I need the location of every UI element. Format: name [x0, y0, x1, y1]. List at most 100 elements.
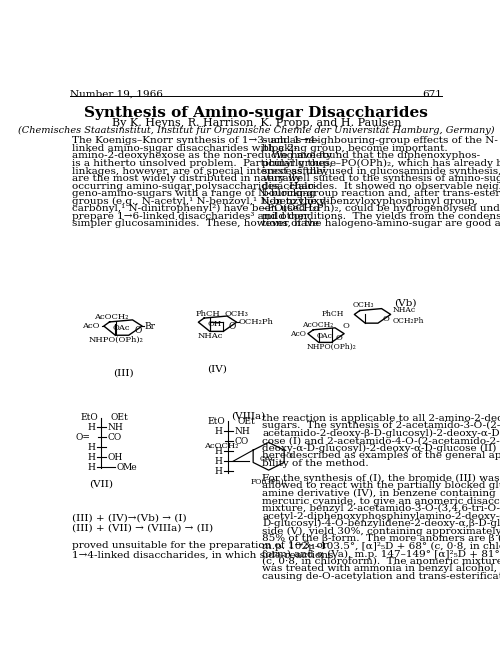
Text: EtO: EtO [208, 417, 225, 426]
Text: H: H [87, 463, 95, 472]
Text: OAc: OAc [316, 332, 332, 340]
Text: blocking group, become important.: blocking group, become important. [262, 144, 448, 153]
Text: (c, 0·8, in chloroform).  The anomeric mixture (V): (c, 0·8, in chloroform). The anomeric mi… [262, 557, 500, 566]
Text: simpler glucosaminides.  These, however, have: simpler glucosaminides. These, however, … [72, 219, 319, 229]
Text: disaccharides.  It showed no observable neigh-: disaccharides. It showed no observable n… [262, 181, 500, 191]
Text: was treated with ammonia in benzyl alcohol,: was treated with ammonia in benzyl alcoh… [262, 565, 498, 574]
Text: OH: OH [208, 320, 222, 328]
Text: OCH₂Ph: OCH₂Ph [239, 318, 274, 326]
Text: OCH₃: OCH₃ [353, 301, 374, 309]
Text: groups (e.g., N-acetyl,¹ N-benzoyl,¹ N-benzyloxy-: groups (e.g., N-acetyl,¹ N-benzoyl,¹ N-b… [72, 196, 328, 206]
Text: AcOCH₂: AcOCH₂ [204, 442, 238, 450]
Text: geno-amino-sugars with a range of N-blocking: geno-amino-sugars with a range of N-bloc… [72, 189, 316, 198]
Text: O=: O= [76, 433, 90, 442]
Text: is a hitherto unsolved problem.  Particularly these: is a hitherto unsolved problem. Particul… [72, 159, 336, 168]
Text: (VII): (VII) [89, 479, 113, 489]
Text: (III): (III) [112, 368, 134, 377]
Text: tion to the dibenzyloxyphosphinyl group,: tion to the dibenzyloxyphosphinyl group, [262, 196, 478, 206]
Text: D-glucosyl)-4-O-benzylidene-2-deoxy-α,β-D-gluco-: D-glucosyl)-4-O-benzylidene-2-deoxy-α,β-… [262, 519, 500, 529]
Text: here described as examples of the general applica-: here described as examples of the genera… [262, 451, 500, 460]
Text: AcOCH₂: AcOCH₂ [94, 313, 128, 322]
Text: successfully used in glucosaminide synthesis,¹ is: successfully used in glucosaminide synth… [262, 166, 500, 176]
Text: H: H [87, 423, 95, 432]
Text: We have found that the diphenoxyphos-: We have found that the diphenoxyphos- [262, 151, 480, 160]
Text: 1→4-linked disaccharides, in which side-reactions,: 1→4-linked disaccharides, in which side-… [72, 551, 336, 559]
Text: O: O [336, 334, 343, 342]
Text: (VIIIa): (VIIIa) [232, 412, 266, 421]
Text: NHAc: NHAc [198, 332, 223, 340]
Text: Synthesis of Amino-sugar Disaccharides: Synthesis of Amino-sugar Disaccharides [84, 106, 428, 121]
Text: such as neighbouring-group effects of the N-: such as neighbouring-group effects of th… [262, 136, 498, 145]
Text: cose (I) and 2-acetamido-4-O-(2-acetamido-2-: cose (I) and 2-acetamido-4-O-(2-acetamid… [262, 436, 500, 445]
Text: are the most widely distributed in naturally: are the most widely distributed in natur… [72, 174, 301, 183]
Text: O: O [228, 322, 236, 331]
Text: OCH₃: OCH₃ [225, 310, 248, 318]
Text: NHPO(OPh)₂: NHPO(OPh)₂ [88, 336, 143, 344]
Text: O: O [117, 463, 124, 472]
Text: amine derivative (IV), in benzene containing: amine derivative (IV), in benzene contai… [262, 489, 496, 498]
Text: H: H [87, 443, 95, 452]
Text: For the synthesis of (I), the bromide (III) was: For the synthesis of (I), the bromide (I… [262, 474, 500, 483]
Text: (Chemisches Staatsinstitut, Institut für Organische Chemie der Universität Hambu: (Chemisches Staatsinstitut, Institut für… [18, 126, 494, 136]
Text: H: H [214, 457, 222, 466]
Text: H: H [87, 453, 95, 462]
Text: CO: CO [108, 433, 122, 442]
Text: PhCH: PhCH [321, 310, 344, 318]
Text: mild conditions.  The yields from the condensa-: mild conditions. The yields from the con… [262, 212, 500, 221]
Text: acetamido-2-deoxy-β-D-glucosyl)-2-deoxy-α-D-glu-: acetamido-2-deoxy-β-D-glucosyl)-2-deoxy-… [262, 428, 500, 438]
Text: phinyl group, –PO(OPh)₂, which has already been: phinyl group, –PO(OPh)₂, which has alrea… [262, 159, 500, 168]
Text: linked amino-sugar disaccharides with a 2-: linked amino-sugar disaccharides with a … [72, 144, 298, 153]
Text: tions of the halogeno-amino-sugar are good and: tions of the halogeno-amino-sugar are go… [262, 219, 500, 229]
Text: EtO: EtO [80, 413, 98, 422]
Text: bility of the method.: bility of the method. [262, 458, 369, 468]
Text: (III) + (VII) → (VIIIa) → (II): (III) + (VII) → (VIIIa) → (II) [72, 523, 213, 533]
Text: linkages, however, are of special interest as they: linkages, however, are of special intere… [72, 166, 328, 176]
Text: m.p. 102µ–103.5°, [α]²₅D + 68° (c, 0·8, in chloro-: m.p. 102µ–103.5°, [α]²₅D + 68° (c, 0·8, … [262, 542, 500, 551]
Text: AcOCH₂: AcOCH₂ [302, 320, 333, 329]
Text: prepare 1→6-linked disaccharides³ and other: prepare 1→6-linked disaccharides³ and ot… [72, 212, 308, 221]
Text: form) and α (Va), m.p. 147–149° [α]²₅D + 81°: form) and α (Va), m.p. 147–149° [α]²₅D +… [262, 550, 500, 559]
Text: causing de-O-acetylation and trans-esterification of: causing de-O-acetylation and trans-ester… [262, 572, 500, 581]
Text: sugars.  The synthesis of 2-acetamido-3-O-(2-: sugars. The synthesis of 2-acetamido-3-O… [262, 421, 500, 430]
Text: amino-2-deoxyhexose as the non-reducing moiety: amino-2-deoxyhexose as the non-reducing … [72, 151, 332, 160]
Text: H: H [214, 427, 222, 436]
Text: acetyl-2-diphenoxyphosphinylamino-2-deoxy-α,β-: acetyl-2-diphenoxyphosphinylamino-2-deox… [262, 512, 500, 521]
Text: (III) + (IV)→(Vb) → (I): (III) + (IV)→(Vb) → (I) [72, 514, 186, 523]
Text: AcO: AcO [82, 322, 100, 330]
Text: OH: OH [108, 453, 122, 462]
Text: (Vb): (Vb) [394, 298, 416, 307]
Text: By K. Hеyns, R. Harrison, K. Propp, and H. Paulsen: By K. Hеyns, R. Harrison, K. Propp, and … [112, 118, 401, 128]
Text: OEt: OEt [238, 417, 256, 426]
Text: NH: NH [234, 427, 250, 436]
Text: OAc: OAc [259, 455, 275, 463]
Text: deoxy-α-D-glucosyl)-2-deoxy-α-D-glucose (II) are: deoxy-α-D-glucosyl)-2-deoxy-α-D-glucose … [262, 443, 500, 453]
Text: The Koenigs–Knorr synthesis of 1→3- and 1→4-: The Koenigs–Knorr synthesis of 1→3- and … [72, 136, 318, 145]
Text: OEt: OEt [110, 413, 128, 422]
Text: O: O [382, 315, 390, 323]
Text: very well suited to the synthesis of amino-sugar: very well suited to the synthesis of ami… [262, 174, 500, 183]
Text: AcO: AcO [290, 329, 306, 338]
Text: PhCH: PhCH [196, 310, 220, 318]
Text: side (V), yield 30%, containing approximately: side (V), yield 30%, containing approxim… [262, 527, 500, 536]
Text: Br: Br [144, 322, 156, 331]
Text: OCH₂Ph: OCH₂Ph [393, 316, 424, 325]
Text: OAc: OAc [112, 324, 130, 332]
Text: FO(OPh)₂: FO(OPh)₂ [250, 478, 287, 486]
Text: NH: NH [108, 423, 123, 432]
Text: H: H [214, 447, 222, 456]
Text: O: O [342, 322, 349, 331]
Text: allowed to react with the partially blocked glucos-: allowed to react with the partially bloc… [262, 481, 500, 491]
Text: Me: Me [123, 463, 138, 472]
Text: carbonyl,¹ N-dinitrophenyl²) have been used to: carbonyl,¹ N-dinitrophenyl²) have been u… [72, 204, 319, 214]
Text: proved unsuitable for the preparation of 1→3- or: proved unsuitable for the preparation of… [72, 540, 328, 550]
Text: bouring-group reaction and, after trans-esterifica-: bouring-group reaction and, after trans-… [262, 189, 500, 198]
Text: H: H [214, 467, 222, 476]
Text: Number 19, 1966: Number 19, 1966 [70, 90, 163, 99]
Text: NHPO(OPh)₂: NHPO(OPh)₂ [307, 343, 357, 351]
Text: occurring amino-sugar polysaccharides.  Halo-: occurring amino-sugar polysaccharides. H… [72, 181, 317, 191]
Text: 671: 671 [422, 90, 442, 99]
Text: mercuric cyanide, to give an anomeric disaccharide: mercuric cyanide, to give an anomeric di… [262, 496, 500, 506]
Text: the reaction is applicable to all 2-amino-2-deoxy-: the reaction is applicable to all 2-amin… [262, 413, 500, 422]
Text: 85% of the β-form.  The more anomers are β (Vb),: 85% of the β-form. The more anomers are … [262, 534, 500, 544]
Text: O: O [134, 326, 141, 335]
